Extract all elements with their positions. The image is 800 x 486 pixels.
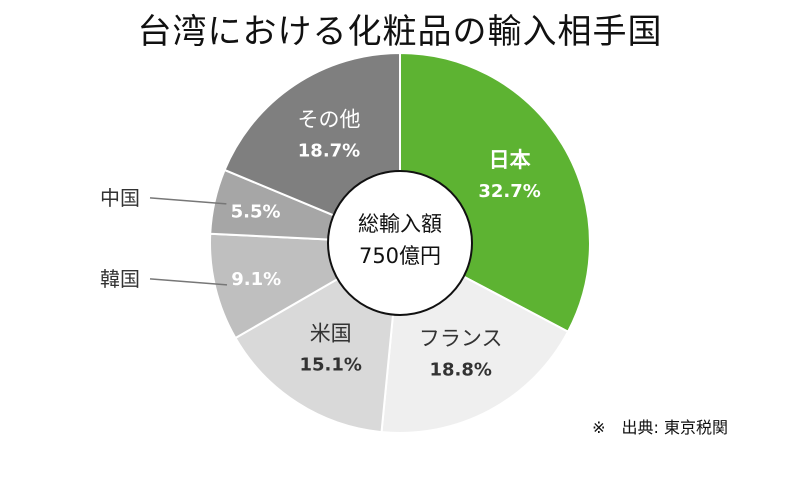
slice-value-4: 5.5% bbox=[231, 202, 281, 223]
slice-name-3: 韓国 bbox=[100, 267, 140, 291]
chart-title: 台湾における化粧品の輸入相手国 bbox=[137, 12, 663, 52]
leader-lines bbox=[149, 197, 228, 286]
slice-name-5: その他 bbox=[298, 108, 361, 132]
slice-labels: 日本 32.7% フランス 18.8% 米国 15.1% 9.1% 韓国 5.5% 中国 その他 18… bbox=[100, 108, 541, 381]
slice-name-4: 中国 bbox=[100, 186, 140, 210]
center-label-total: 総輸入額 bbox=[358, 212, 442, 236]
leader-line-4 bbox=[149, 197, 227, 205]
source-note: ※ 出典: 東京税関 bbox=[592, 418, 728, 437]
slice-name-2: 米国 bbox=[310, 322, 352, 346]
slice-name-1: フランス bbox=[419, 327, 503, 351]
center-circle bbox=[327, 170, 473, 316]
slice-value-0: 32.7% bbox=[478, 181, 540, 202]
leader-line-3 bbox=[149, 278, 228, 286]
slice-name-0: 日本 bbox=[489, 148, 531, 172]
slice-value-1: 18.8% bbox=[429, 360, 491, 381]
center-label-amount: 750億円 bbox=[359, 244, 441, 268]
slice-value-5: 18.7% bbox=[298, 141, 360, 162]
slice-value-3: 9.1% bbox=[231, 269, 281, 290]
slice-value-2: 15.1% bbox=[299, 355, 361, 376]
